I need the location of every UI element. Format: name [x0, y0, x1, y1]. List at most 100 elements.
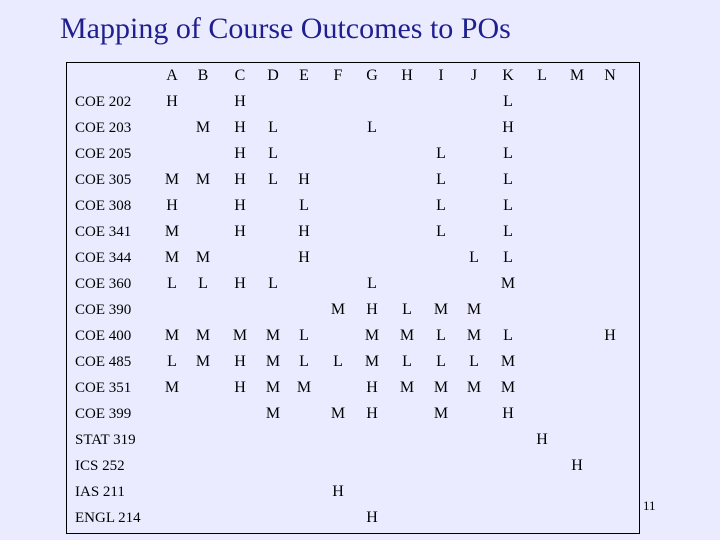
mapping-cell: H [234, 119, 246, 136]
column-header-l: L [537, 67, 547, 84]
mapping-cell: M [399, 379, 415, 396]
mapping-cell: M [466, 379, 482, 396]
mapping-cell: M [330, 301, 346, 318]
course-code: COE 305 [75, 172, 132, 188]
mapping-cell: H [366, 301, 378, 318]
mapping-cell: M [164, 223, 180, 240]
mapping-cell: L [299, 327, 309, 344]
course-code: COE 351 [75, 380, 132, 396]
column-header-g: G [366, 67, 378, 84]
course-code: COE 308 [75, 198, 132, 214]
mapping-cell: M [164, 327, 180, 344]
mapping-cell: M [265, 327, 281, 344]
mapping-cell: M [195, 327, 211, 344]
mapping-cell: H [166, 93, 178, 110]
mapping-cell: M [466, 301, 482, 318]
course-code: COE 341 [75, 224, 132, 240]
page-number: 11 [643, 498, 656, 513]
mapping-cell: L [436, 353, 446, 370]
mapping-cell: M [164, 379, 180, 396]
course-code: COE 344 [75, 250, 132, 266]
mapping-cell: L [436, 171, 446, 188]
table-row: COE 205 H L L L [67, 141, 639, 167]
mapping-cell: L [503, 249, 513, 266]
mapping-cell: L [436, 197, 446, 214]
mapping-cell: L [299, 353, 309, 370]
mapping-cell: M [364, 353, 380, 370]
mapping-cell: L [503, 171, 513, 188]
mapping-cell: M [164, 249, 180, 266]
course-code: COE 360 [75, 276, 132, 292]
mapping-cell: L [469, 353, 479, 370]
column-header-n: N [604, 67, 616, 84]
column-header-k: K [502, 67, 514, 84]
mapping-cell: M [500, 275, 516, 292]
mapping-cell: M [399, 327, 415, 344]
mapping-cell: H [366, 379, 378, 396]
mapping-cell: L [503, 145, 513, 162]
mapping-cell: L [167, 353, 177, 370]
mapping-cell: M [195, 171, 211, 188]
column-header-m: M [569, 67, 585, 84]
mapping-cell: H [234, 197, 246, 214]
mapping-cell: H [234, 379, 246, 396]
column-header-d: D [267, 67, 279, 84]
mapping-cell: M [265, 353, 281, 370]
table-row: COE 400 M M M M L M M L M L H [67, 323, 639, 349]
mapping-cell: L [436, 223, 446, 240]
mapping-cell: L [469, 249, 479, 266]
mapping-cell: M [195, 353, 211, 370]
mapping-cell: M [466, 327, 482, 344]
mapping-cell: L [367, 119, 377, 136]
column-header-e: E [299, 67, 309, 84]
slide-title: Mapping of Course Outcomes to POs [60, 12, 511, 45]
table-row: COE 485 L M H M L L M L L L M [67, 349, 639, 375]
mapping-cell: H [502, 405, 514, 422]
mapping-cell: M [265, 405, 281, 422]
mapping-cell: L [503, 223, 513, 240]
column-header-j: J [470, 67, 478, 84]
mapping-cell: H [234, 275, 246, 292]
mapping-cell: L [167, 275, 177, 292]
course-code: COE 203 [75, 120, 132, 136]
course-code: COE 400 [75, 328, 132, 344]
mapping-cell: H [234, 171, 246, 188]
mapping-cell: M [195, 119, 211, 136]
table-row: COE 341 M H H L L [67, 219, 639, 245]
mapping-cell: H [298, 249, 310, 266]
table-row: ICS 252 H [67, 453, 639, 479]
table-row: COE 360 L L H L L M [67, 271, 639, 297]
column-header-c: C [234, 67, 246, 84]
column-header-a: A [166, 67, 178, 84]
mapping-cell: L [436, 327, 446, 344]
mapping-cell: M [296, 379, 312, 396]
table-row: ENGL 214 H [67, 505, 639, 531]
mapping-cell: H [536, 431, 548, 448]
table-row: COE 399 M M H M H [67, 401, 639, 427]
mapping-cell: L [268, 119, 278, 136]
mapping-cell: H [298, 171, 310, 188]
course-code: COE 485 [75, 354, 132, 370]
mapping-cell: M [500, 353, 516, 370]
mapping-cell: M [433, 379, 449, 396]
table-row: COE 202 H H L [67, 89, 639, 115]
mapping-cell: M [265, 379, 281, 396]
mapping-cell: H [502, 119, 514, 136]
table-row: IAS 211 H [67, 479, 639, 505]
course-code: ICS 252 [75, 458, 125, 474]
column-header-b: B [197, 67, 209, 84]
mapping-cell: L [333, 353, 343, 370]
mapping-cell: M [232, 327, 248, 344]
mapping-cell: M [433, 301, 449, 318]
column-header-h: H [401, 67, 413, 84]
mapping-cell: L [268, 275, 278, 292]
table-row: STAT 319 H [67, 427, 639, 453]
column-header-i: I [438, 67, 444, 84]
mapping-cell: H [234, 353, 246, 370]
mapping-cell: H [166, 197, 178, 214]
mapping-table: A B C D E F G H I J K L M N COE 202 H H L COE 203 M H L L H COE … [66, 62, 640, 534]
course-code: IAS 211 [75, 484, 125, 500]
mapping-cell: L [436, 145, 446, 162]
course-code: COE 390 [75, 302, 132, 318]
table-row: COE 203 M H L L H [67, 115, 639, 141]
